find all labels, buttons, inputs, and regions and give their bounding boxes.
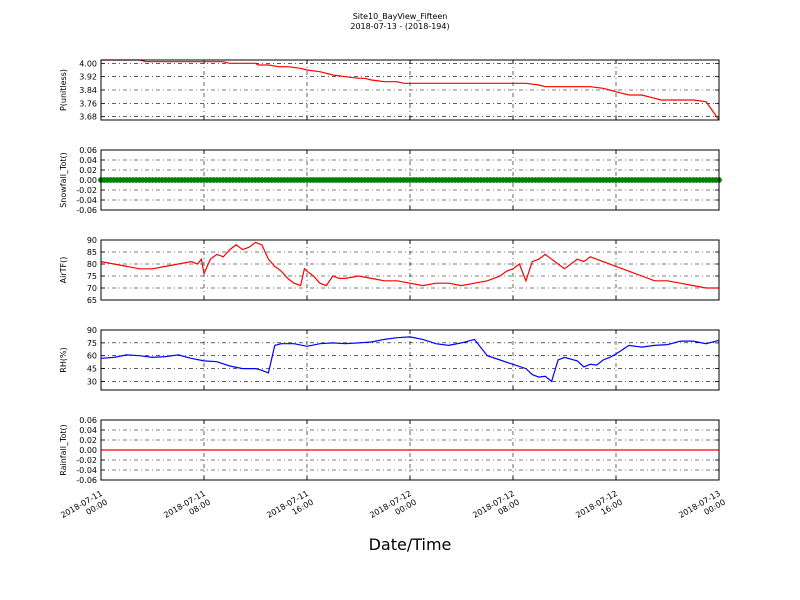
plot-frame: [100, 329, 720, 391]
y-tick-label: -0.06: [76, 206, 97, 215]
panel-rh: 90 75 60 45 30 RH(%): [59, 326, 720, 391]
y-tick-label: 0.06: [79, 416, 97, 425]
y-tick-label: 70: [87, 284, 97, 293]
y-tick-label: 3.92: [79, 73, 97, 82]
y-tick-label: 0.02: [79, 436, 97, 445]
y-tick-label: 0.02: [79, 166, 97, 175]
y-tick-label: 65: [87, 296, 97, 305]
panel-snowfall: 0.060.040.020.00-0.02-0.04-0.06 Snowfall_…: [59, 146, 722, 215]
y-axis-label: Snowfall_Tot(): [59, 152, 68, 208]
y-axis-label: P(unitless): [59, 69, 68, 111]
panel-rainfall: 0.060.040.020.00-0.02-0.04-0.06 Rainfall_…: [59, 416, 720, 485]
y-tick-label: -0.04: [76, 466, 97, 475]
chart-subtitle: 2018-07-13 - (2018-194): [350, 22, 449, 31]
y-tick-label: 30: [87, 377, 97, 386]
y-tick-label: -0.02: [76, 186, 97, 195]
panel-pressure: 4.00 3.92 3.84 3.76 3.68 P(unitless): [59, 59, 720, 122]
plot-frame: [100, 59, 720, 121]
y-tick-label: 80: [87, 260, 97, 269]
x-axis-label: Date/Time: [369, 535, 452, 554]
y-axis-label: Rainfall_Tot(): [59, 424, 68, 476]
plot-frame: [100, 239, 720, 301]
y-tick-label: 0.04: [79, 426, 97, 435]
y-tick-label: 75: [87, 272, 97, 281]
chart-title: Site10_BayView_Fifteen: [353, 12, 448, 21]
y-tick-label: -0.04: [76, 196, 97, 205]
y-tick-label: 3.68: [79, 113, 97, 122]
y-tick-label: 0.00: [79, 446, 97, 455]
y-tick-label: 85: [87, 248, 97, 257]
y-tick-label: 90: [87, 236, 97, 245]
panel-airtemp: 90 85 80 75 70 65 AirTF(): [59, 236, 720, 305]
y-tick-label: 90: [87, 326, 97, 335]
y-tick-label: 75: [87, 339, 97, 348]
y-tick-label: -0.02: [76, 456, 97, 465]
plot-frame: [100, 149, 720, 211]
y-tick-label: 3.84: [79, 86, 97, 95]
y-axis-label: AirTF(): [59, 257, 68, 284]
y-tick-label: 0.06: [79, 146, 97, 155]
y-tick-label: 60: [87, 352, 97, 361]
y-tick-label: 0.00: [79, 176, 97, 185]
series-line-pressure: [101, 59, 720, 121]
plot-frame: [100, 419, 720, 481]
y-tick-label: 3.76: [79, 99, 97, 108]
y-tick-label: -0.06: [76, 476, 97, 485]
y-tick-label: 0.04: [79, 156, 97, 165]
y-axis-label: RH(%): [59, 347, 68, 372]
series-line-airtemp: [100, 241, 719, 289]
y-tick-label: 4.00: [79, 59, 97, 68]
y-tick-label: 45: [87, 365, 97, 374]
panels: 4.003.923.843.763.68P(unitless)0.060.040…: [59, 59, 722, 485]
series-line-rh: [100, 336, 720, 383]
